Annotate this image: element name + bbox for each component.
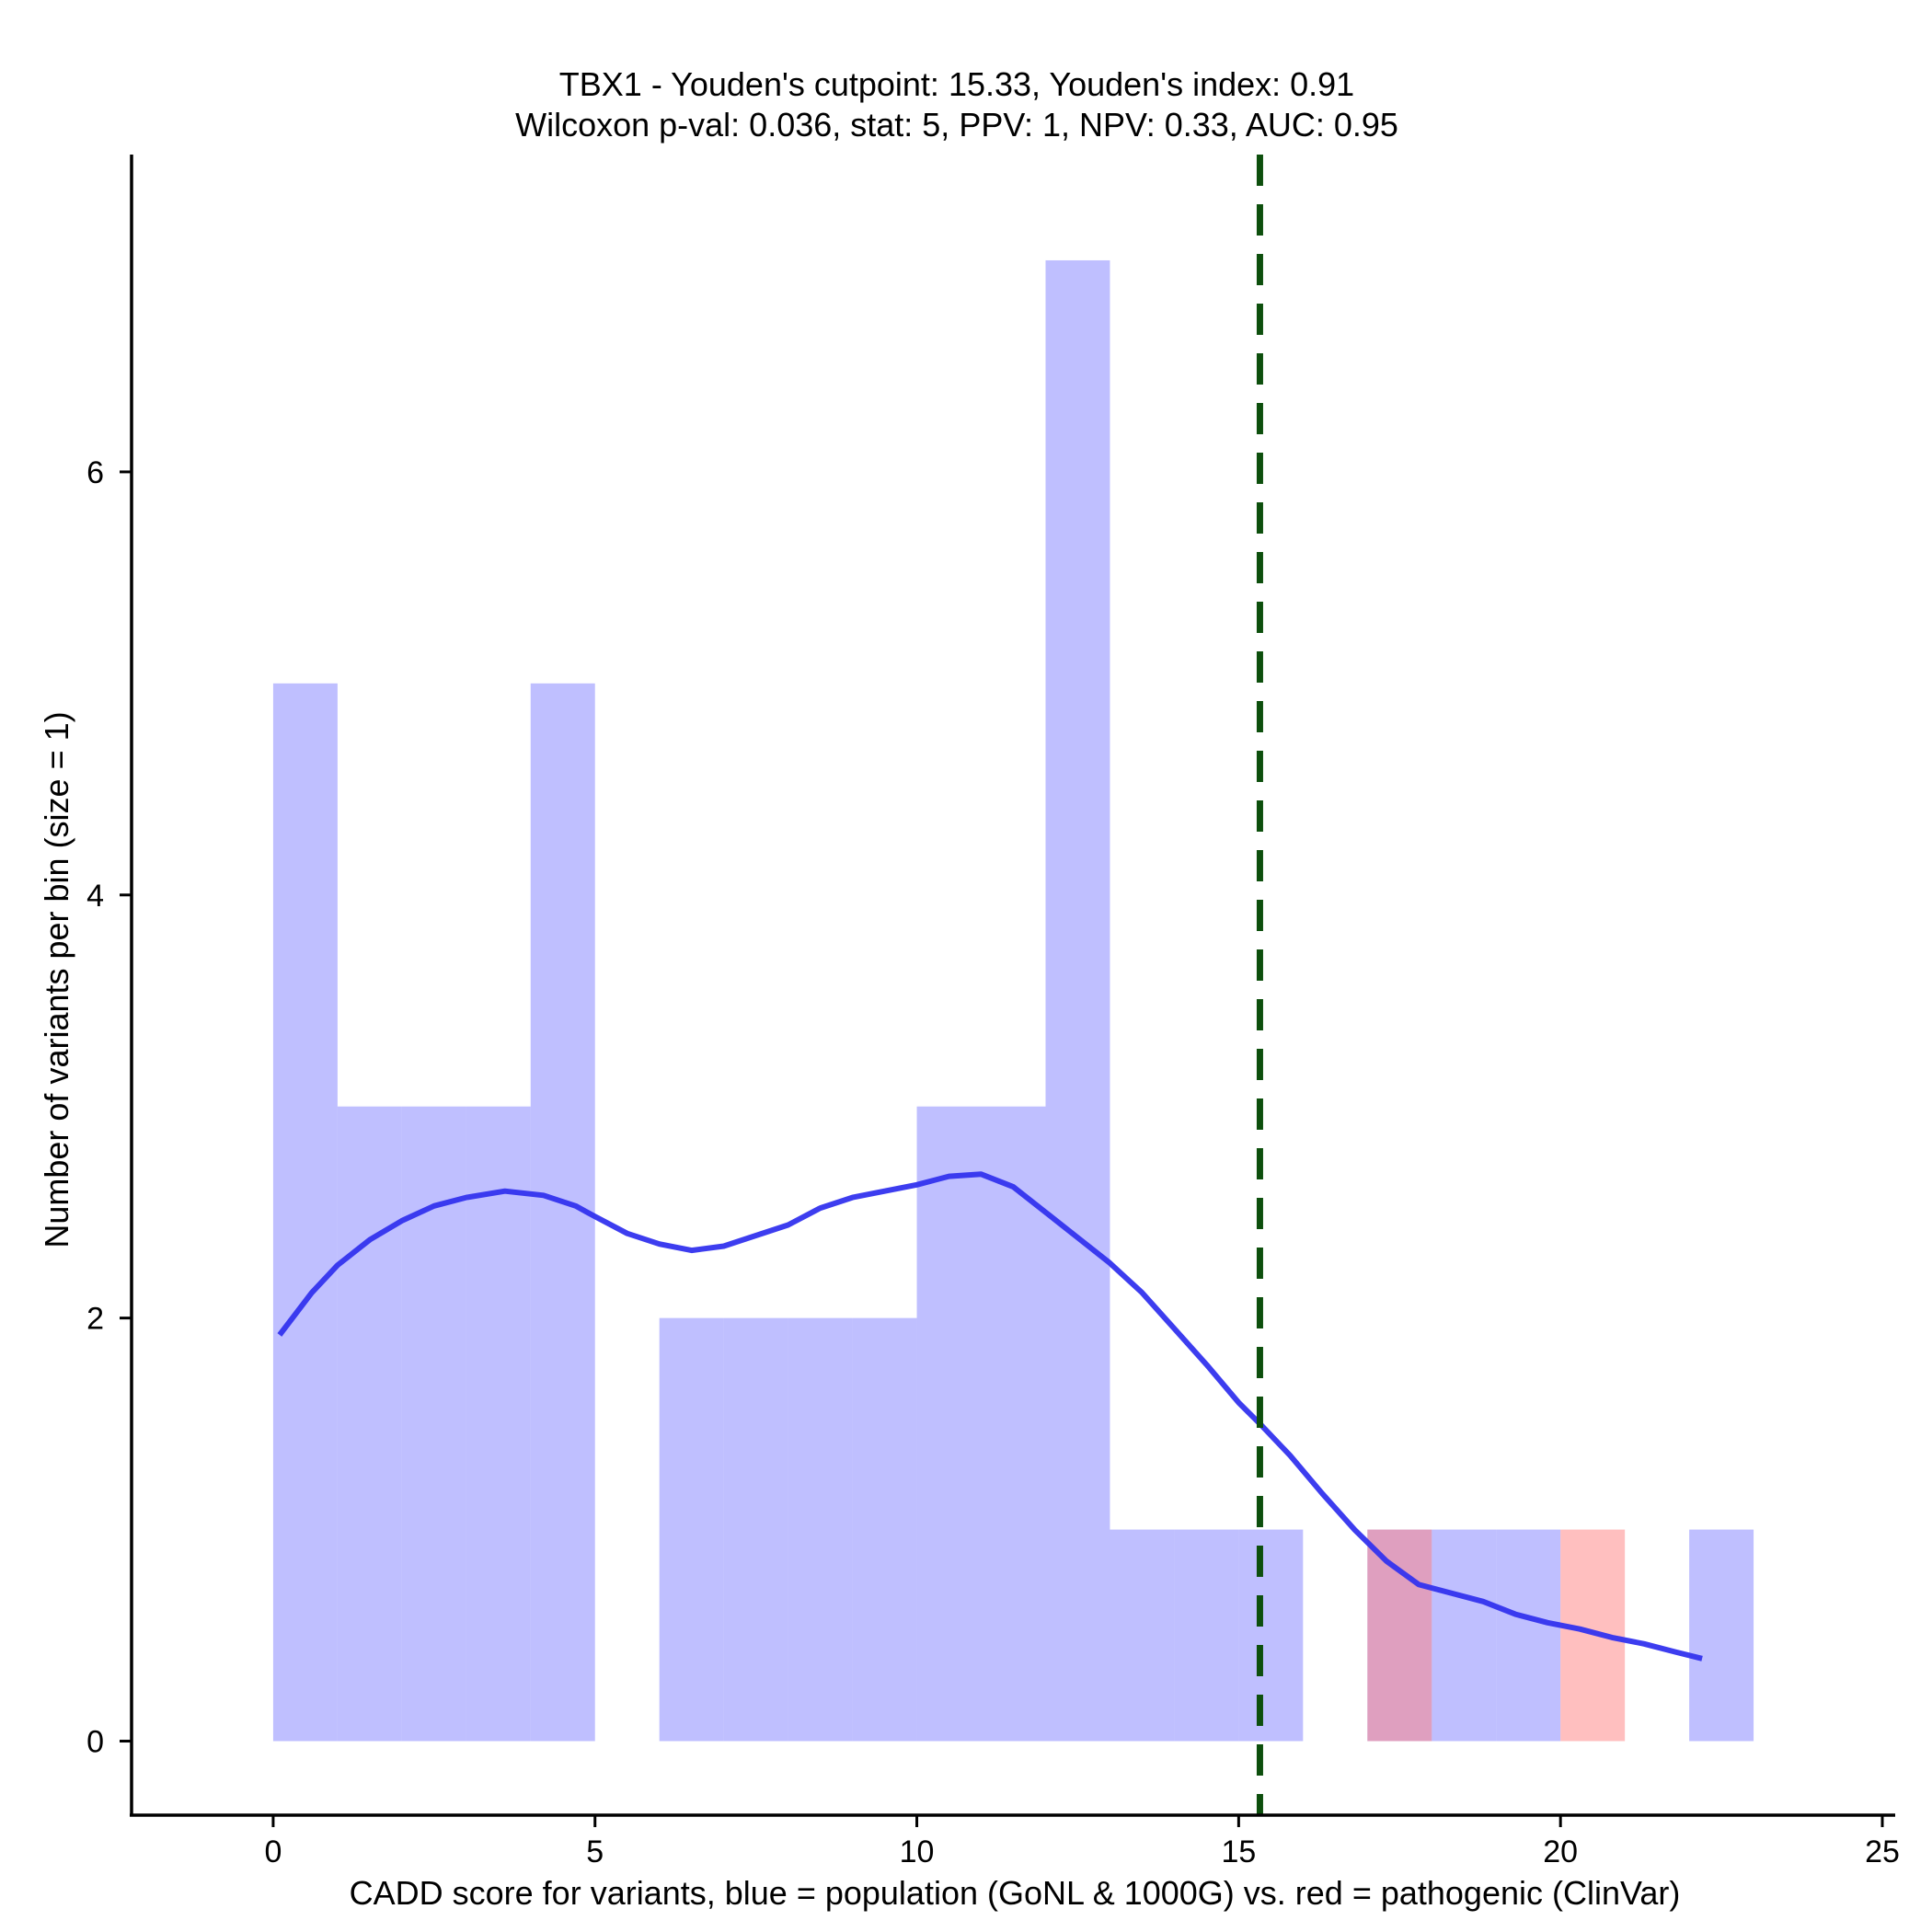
population-bar [723, 1317, 788, 1742]
population-bar [1689, 1529, 1754, 1742]
y-tick-label: 6 [86, 455, 104, 490]
population-bar [1432, 1529, 1497, 1742]
x-axis-label: CADD score for variants, blue = populati… [350, 1874, 1681, 1912]
population-bars [272, 259, 1754, 1742]
population-bar [1496, 1529, 1561, 1742]
x-tick-label: 15 [1221, 1834, 1256, 1869]
population-bar [1110, 1529, 1175, 1742]
population-bar [1238, 1529, 1304, 1742]
density-curve [277, 1171, 1703, 1662]
population-bar [401, 1106, 466, 1742]
x-axis-ticks: 0 5 10 15 20 25 [264, 1815, 1900, 1869]
y-axis-ticks: 0 2 4 6 [86, 455, 132, 1760]
population-bar [981, 1106, 1046, 1742]
y-tick-label: 2 [86, 1302, 104, 1337]
population-bar [1174, 1529, 1239, 1742]
x-tick-label: 10 [900, 1834, 935, 1869]
population-bar [852, 1317, 917, 1742]
population-bar [916, 1106, 982, 1742]
y-tick-label: 4 [86, 879, 104, 914]
y-axis-label: Number of variants per bin (size = 1) [38, 711, 75, 1248]
population-bar [337, 1106, 402, 1742]
x-tick-label: 20 [1543, 1834, 1578, 1869]
population-bar [788, 1317, 853, 1742]
x-tick-label: 25 [1865, 1834, 1900, 1869]
population-bar [466, 1106, 531, 1742]
chart-title-line-1: TBX1 - Youden's cutpoint: 15.33, Youden'… [559, 65, 1354, 103]
y-tick-label: 0 [86, 1725, 104, 1760]
chart-title-line-2: Wilcoxon p-val: 0.036, stat: 5, PPV: 1, … [515, 106, 1398, 144]
pathogenic-bar [1367, 1529, 1432, 1742]
population-bar [659, 1317, 724, 1742]
x-tick-label: 0 [264, 1834, 282, 1869]
x-tick-label: 5 [586, 1834, 604, 1869]
population-bar [1045, 259, 1110, 1742]
population-bar [272, 683, 338, 1742]
